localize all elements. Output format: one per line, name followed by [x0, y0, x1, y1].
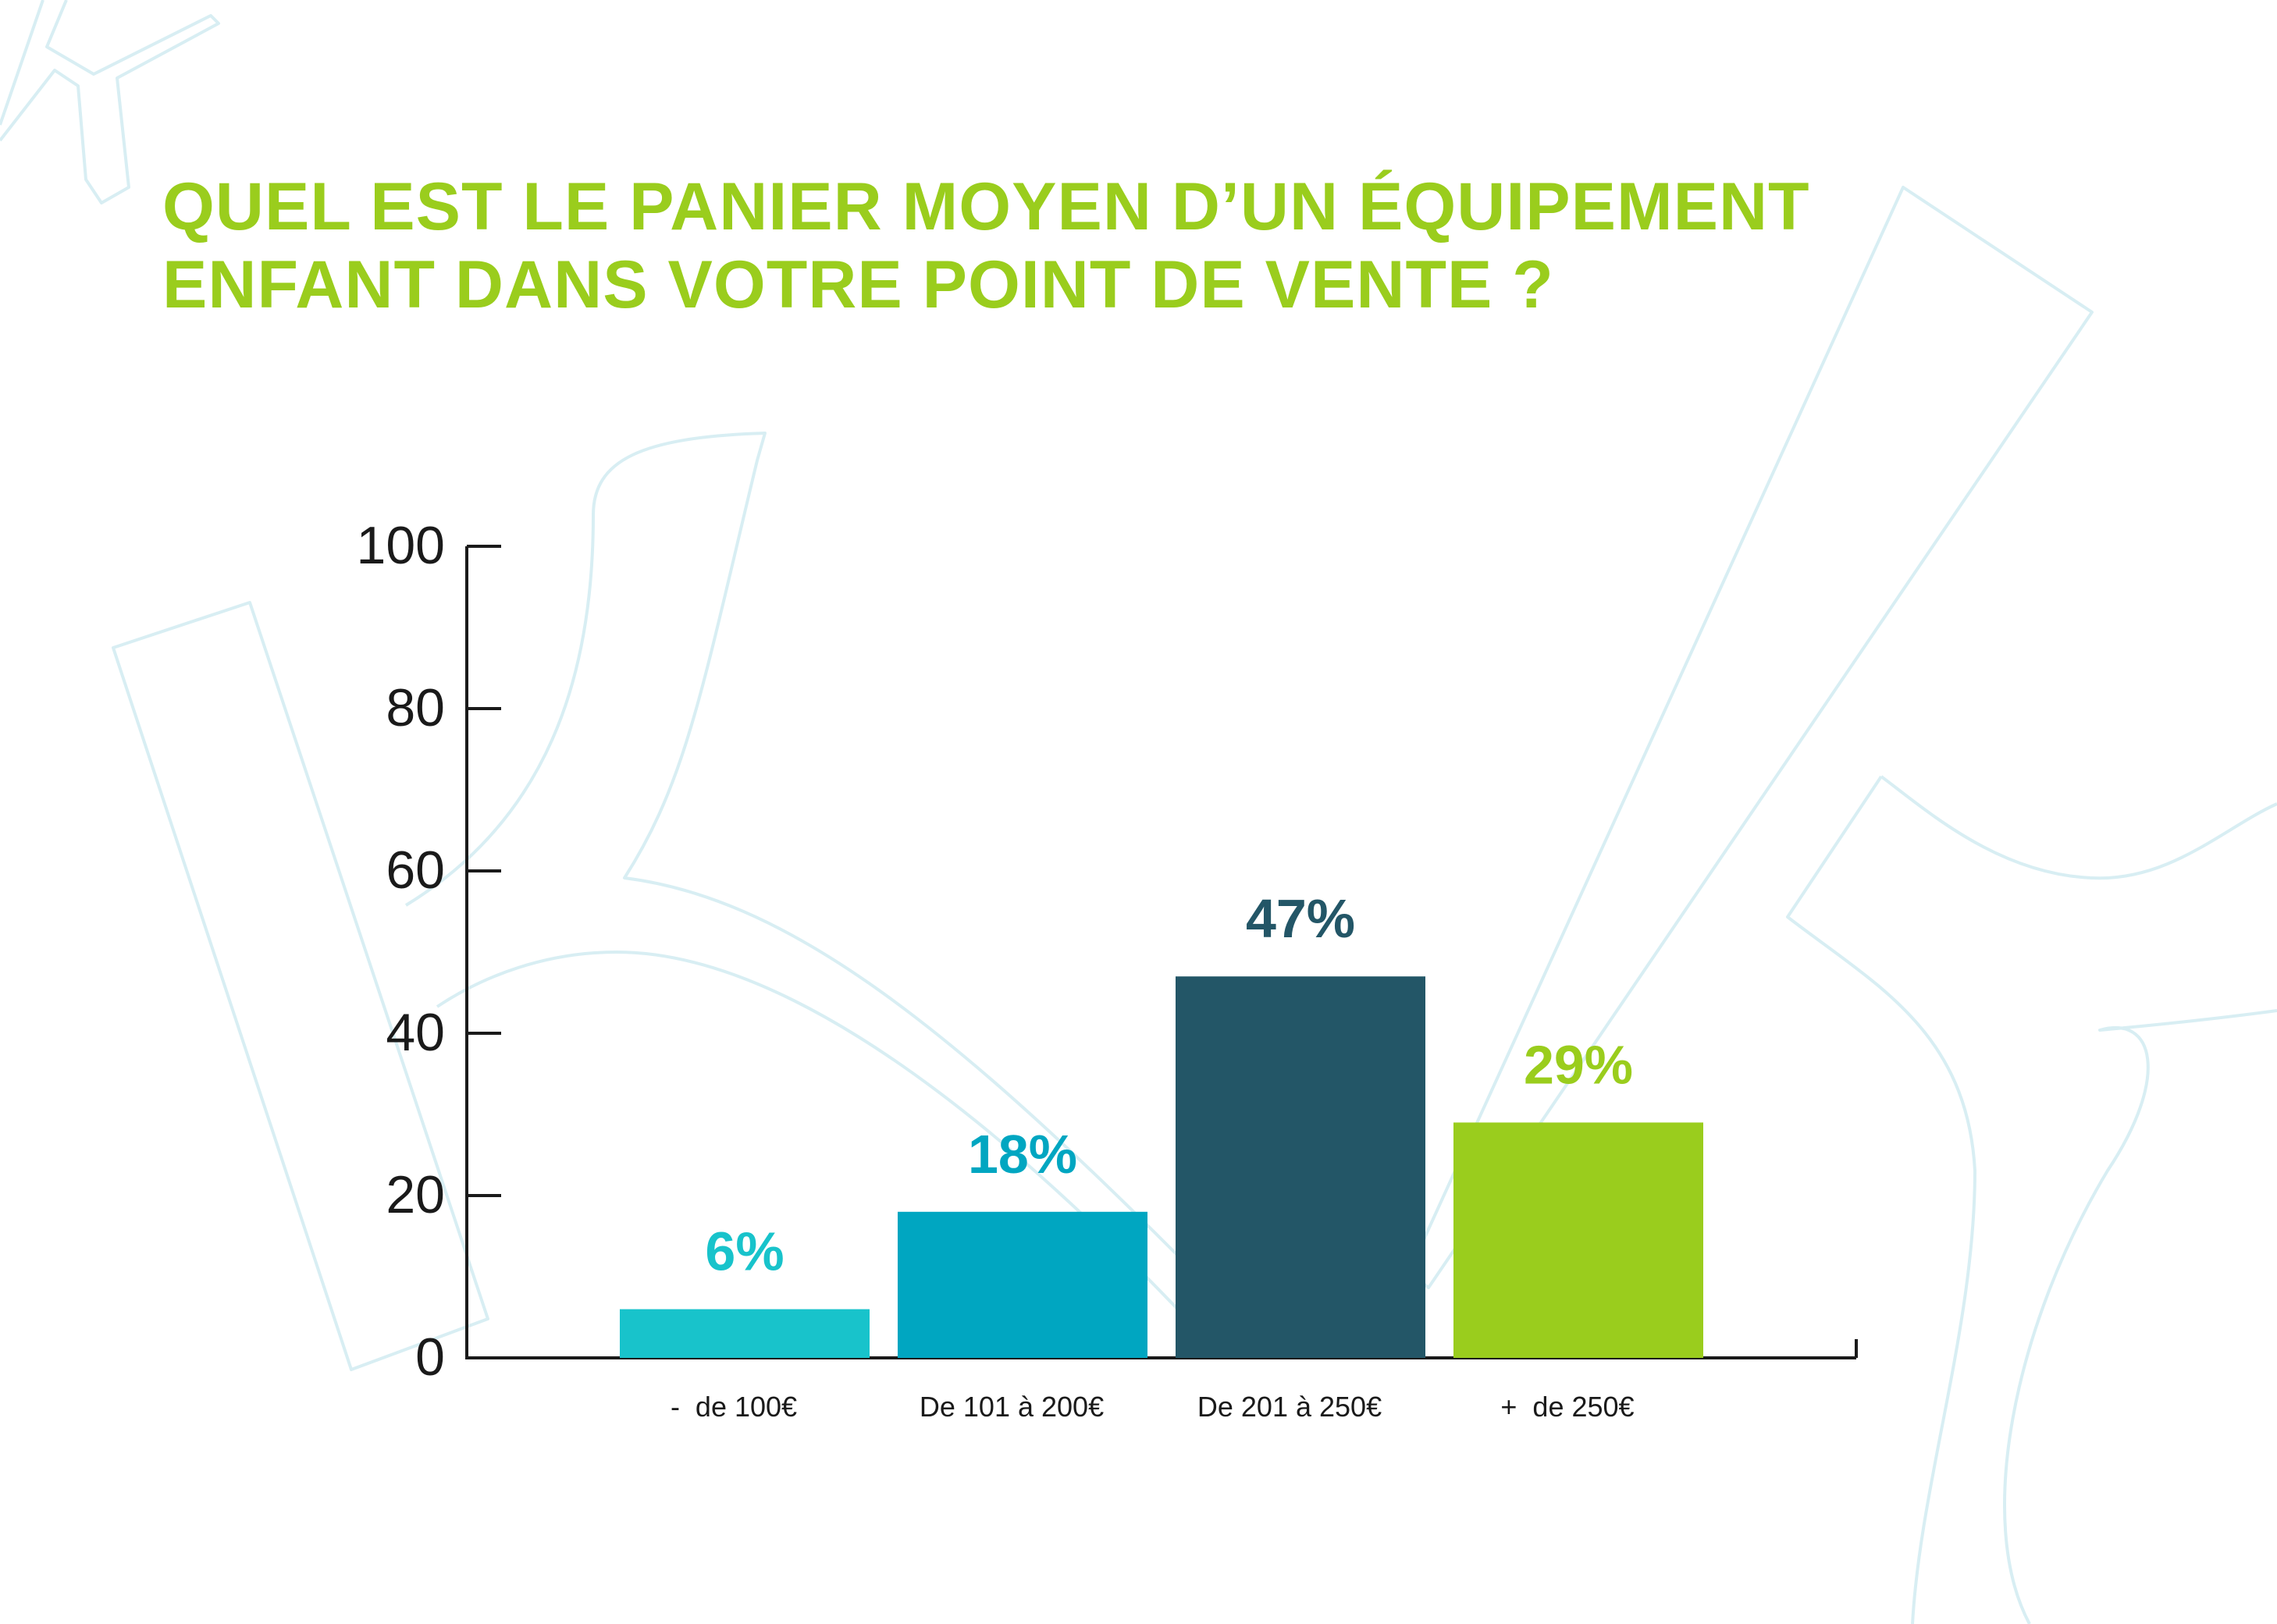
chart-axes: 0 20 40 60 80 100 — [357, 516, 1858, 1387]
chart-title-line-2: ENFANT DANS VOTRE POINT DE VENTE ? — [162, 247, 1554, 322]
chart-bars — [620, 976, 1703, 1358]
bar — [620, 1309, 870, 1358]
y-tick-label: 20 — [386, 1165, 445, 1224]
x-tick-label: De 101 à 200€ — [920, 1391, 1104, 1423]
chart-data-labels: 6% 18% 47% 29% — [705, 888, 1633, 1281]
bar-data-label: 18% — [968, 1124, 1077, 1185]
x-tick-label: De 201 à 250€ — [1197, 1391, 1382, 1423]
y-tick-label: 0 — [415, 1327, 445, 1387]
x-tick-label: - de 100€ — [671, 1391, 797, 1423]
bar — [1176, 976, 1425, 1358]
y-tick-label: 60 — [386, 840, 445, 900]
watermark-shape-top-left — [0, 0, 220, 204]
watermark-curl-right — [1786, 775, 2277, 1624]
y-tick-label: 80 — [386, 678, 445, 737]
y-tick-label: 40 — [386, 1003, 445, 1062]
bar — [898, 1211, 1147, 1358]
watermark-stroke-left — [112, 601, 489, 1371]
x-tick-label: + de 250€ — [1500, 1391, 1634, 1423]
bar-data-label: 6% — [705, 1221, 784, 1282]
bar — [1453, 1122, 1703, 1358]
chart-title-line-1: QUEL EST LE PANIER MOYEN D’UN ÉQUIPEMENT — [162, 169, 1810, 244]
bar-data-label: 47% — [1246, 888, 1355, 949]
chart-title: QUEL EST LE PANIER MOYEN D’UN ÉQUIPEMENT… — [162, 168, 2114, 324]
chart-x-tick-labels: - de 100€ De 101 à 200€ De 201 à 250€ + de … — [671, 1391, 1635, 1423]
watermark-curl-left — [404, 432, 1235, 1328]
bar-data-label: 29% — [1524, 1034, 1633, 1095]
y-tick-label: 100 — [357, 516, 445, 575]
